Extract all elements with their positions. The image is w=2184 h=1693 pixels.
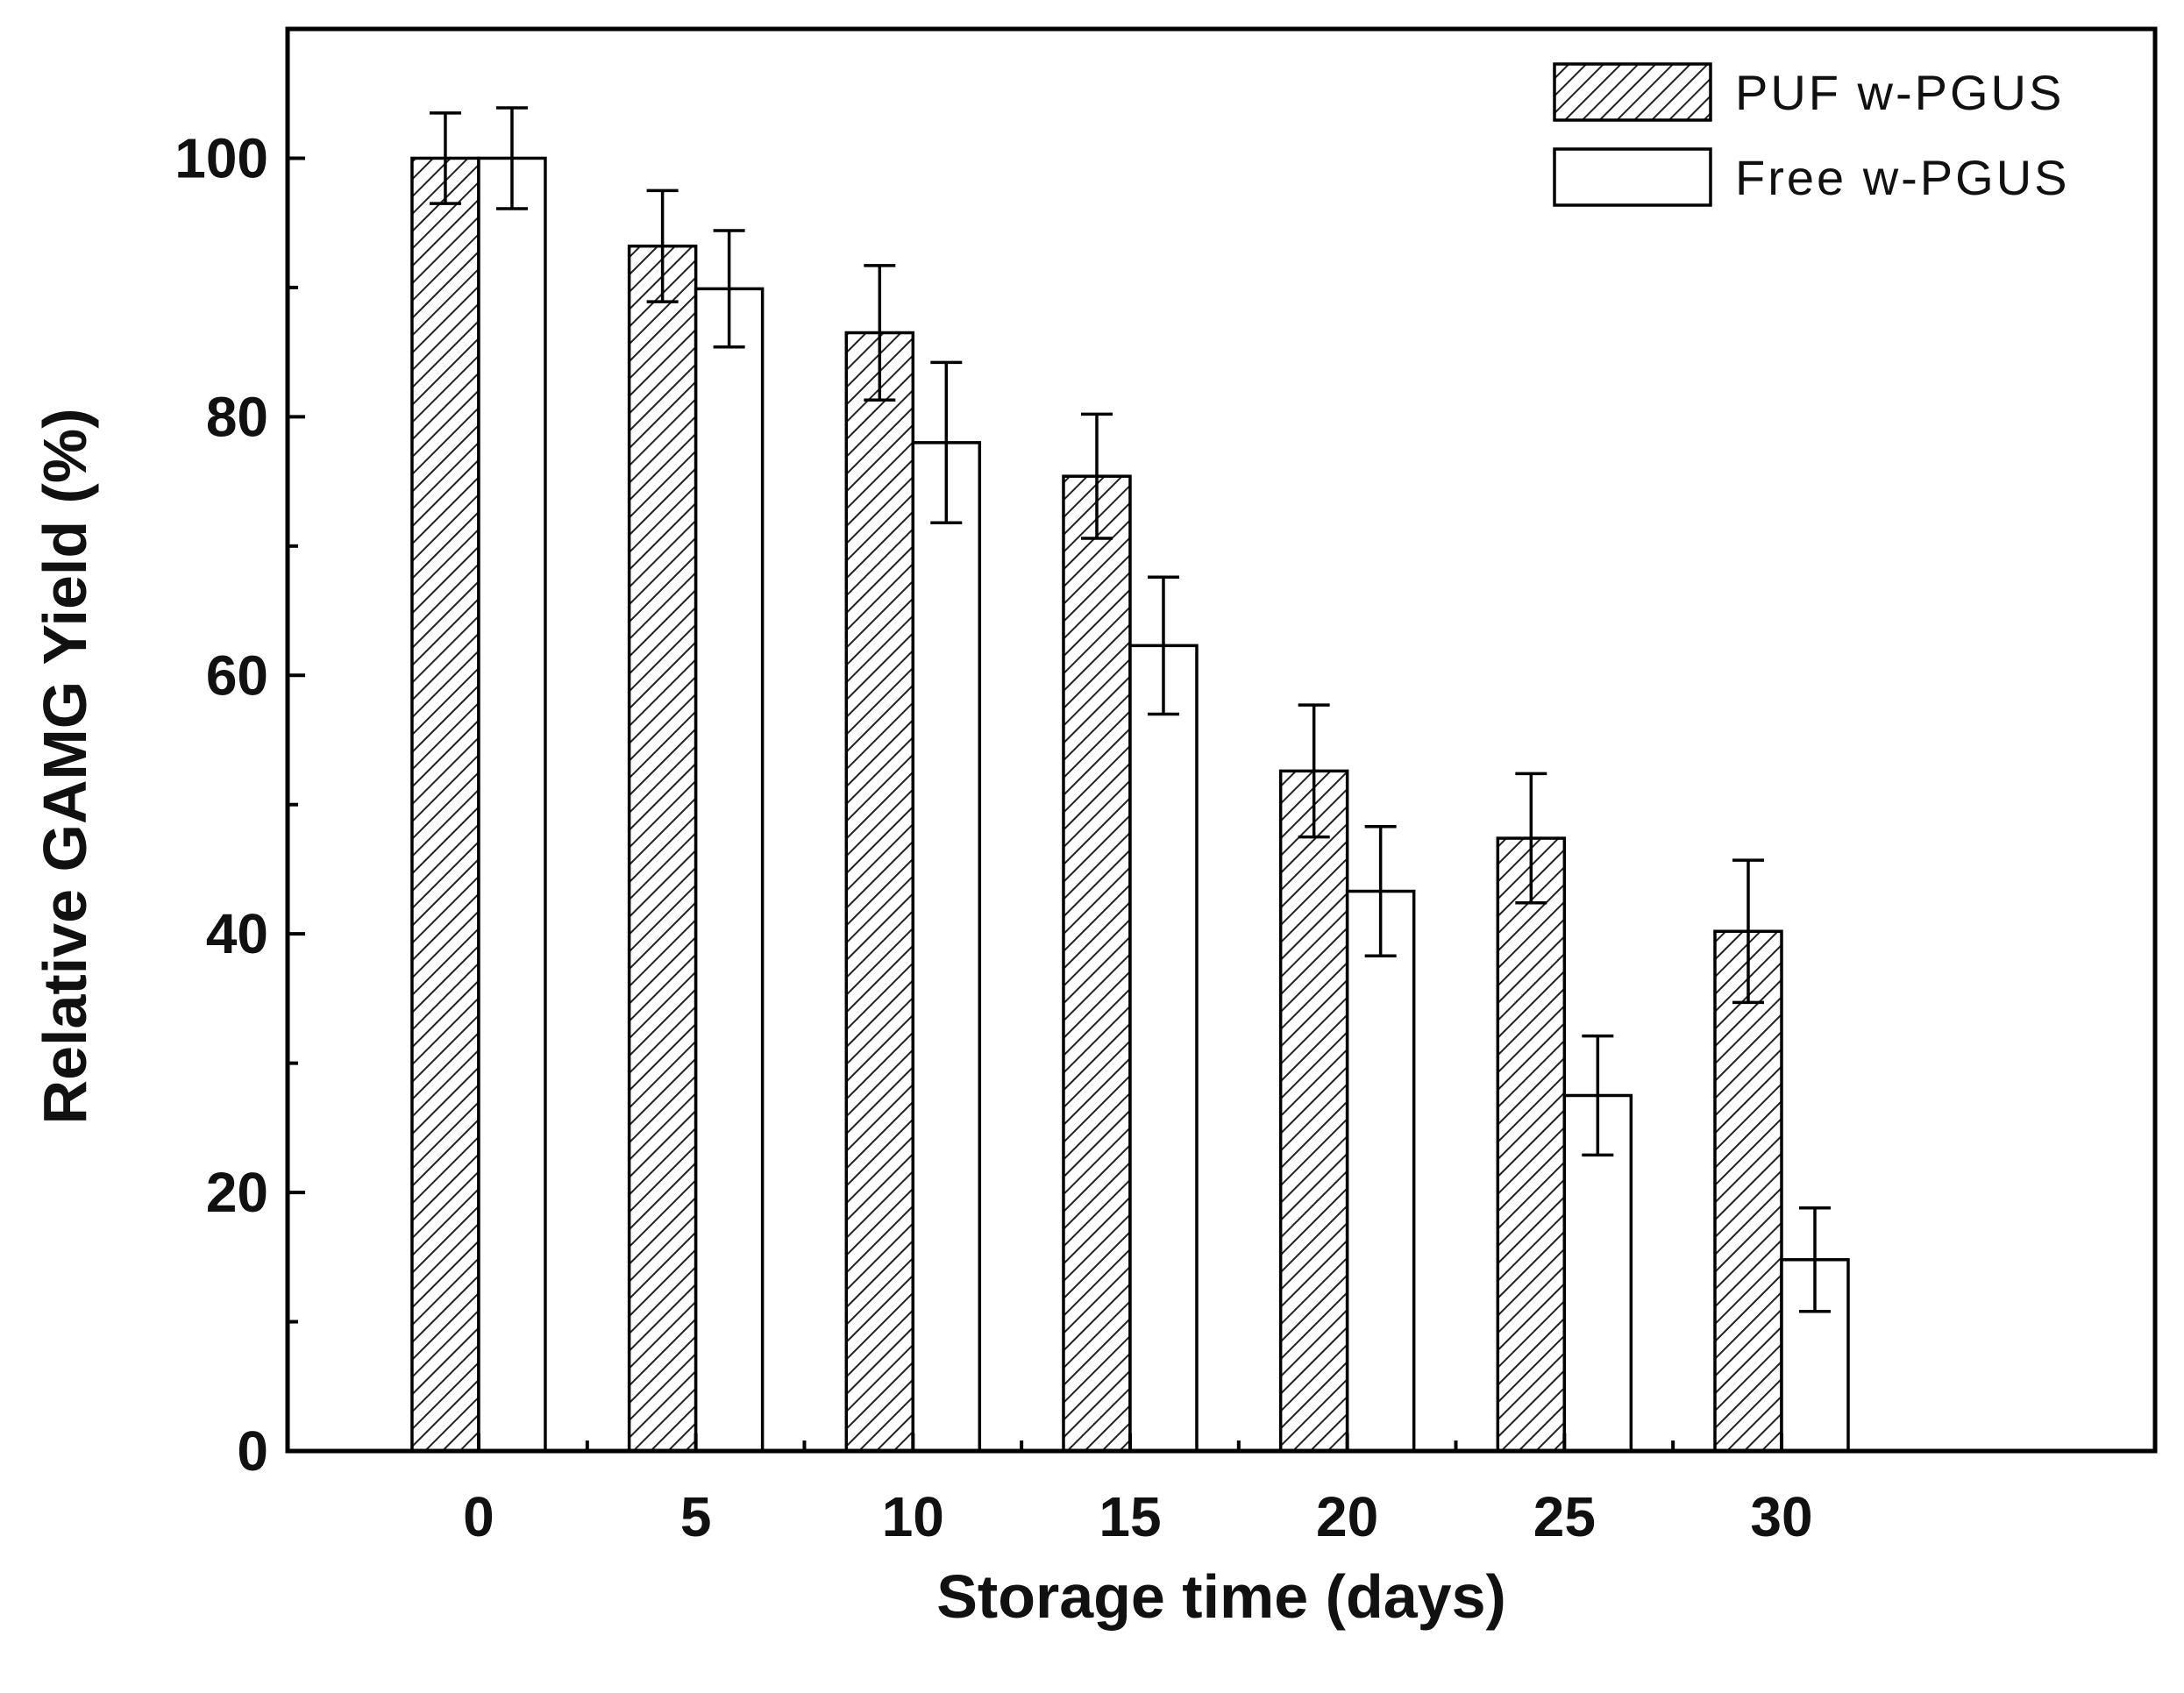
legend-label-puf: PUF w-PGUS [1735, 65, 2064, 120]
x-axis-title: Storage time (days) [936, 1562, 1506, 1631]
bar-free-20 [1345, 889, 1416, 1453]
error-bar-puf-10 [864, 264, 896, 402]
plot-frame [285, 26, 2158, 1454]
error-bar-free-30 [1799, 1206, 1831, 1313]
x-tick-label-0: 0 [463, 1485, 494, 1548]
bar-free-0 [477, 156, 547, 1453]
legend-label-free: Free w-PGUS [1735, 150, 2070, 205]
x-tick-label-30: 30 [1750, 1485, 1812, 1548]
error-bar-free-15 [1147, 575, 1179, 716]
bar-free-15 [1128, 644, 1199, 1453]
error-bar-free-5 [713, 229, 745, 349]
legend-item-puf: PUF w-PGUS [1553, 62, 2064, 122]
x-tick-label-15: 15 [1099, 1485, 1161, 1548]
error-bar-free-20 [1364, 825, 1397, 957]
x-tick-label-20: 20 [1316, 1485, 1378, 1548]
error-bar-puf-20 [1298, 703, 1330, 839]
y-tick-label-60: 60 [206, 644, 268, 707]
bar-free-5 [694, 287, 765, 1453]
legend-swatch-free [1553, 147, 1712, 207]
bar-free-10 [911, 441, 982, 1453]
bar-puf-30 [1713, 929, 1783, 1453]
legend-swatch-puf [1553, 62, 1712, 122]
x-tick-label-5: 5 [680, 1485, 712, 1548]
x-tick-label-25: 25 [1533, 1485, 1596, 1548]
bar-puf-20 [1278, 769, 1349, 1453]
x-tick-label-10: 10 [882, 1485, 944, 1548]
y-tick-label-0: 0 [237, 1419, 268, 1483]
legend-item-free: Free w-PGUS [1553, 147, 2070, 207]
y-tick-label-20: 20 [206, 1161, 268, 1224]
y-axis-title: Relative GAMG Yield (%) [31, 409, 99, 1125]
error-bar-puf-30 [1732, 858, 1764, 1005]
bar-puf-10 [844, 331, 915, 1453]
error-bar-puf-25 [1515, 772, 1547, 905]
bar-puf-15 [1062, 474, 1132, 1453]
error-bar-puf-15 [1080, 412, 1113, 540]
y-tick-label-40: 40 [206, 902, 268, 965]
bar-puf-0 [410, 156, 480, 1453]
error-bar-free-25 [1582, 1034, 1614, 1157]
y-tick-label-80: 80 [206, 385, 268, 448]
y-tick-label-100: 100 [174, 126, 268, 189]
error-bar-free-0 [495, 106, 528, 210]
bar-puf-25 [1496, 836, 1567, 1453]
error-bar-puf-5 [646, 189, 679, 303]
error-bar-puf-0 [429, 111, 461, 205]
bar-puf-5 [627, 244, 698, 1453]
error-bar-free-10 [930, 360, 963, 525]
